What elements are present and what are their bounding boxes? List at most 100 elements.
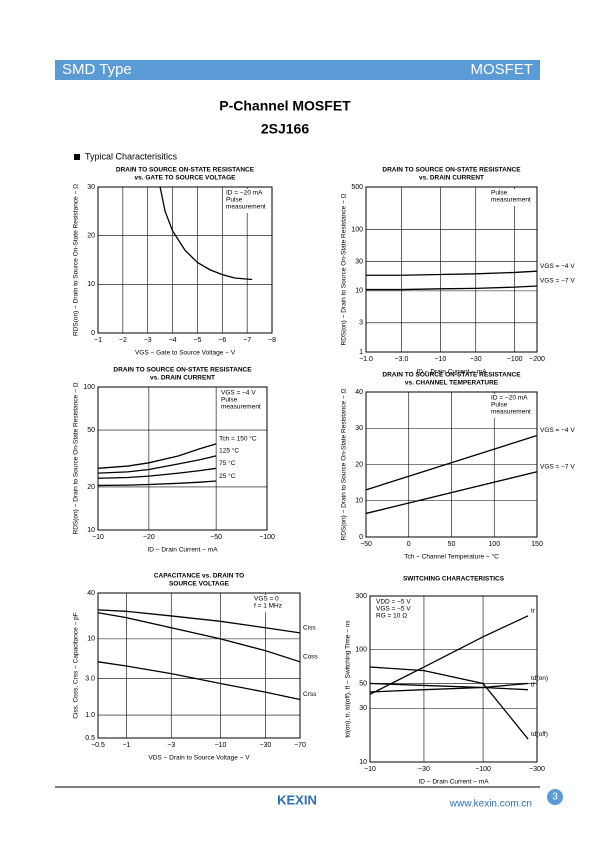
y-tick-label: 50 bbox=[359, 680, 367, 687]
y-tick-label: 30 bbox=[87, 184, 95, 191]
x-tick-label: −10 bbox=[364, 766, 376, 773]
note-box bbox=[489, 394, 533, 418]
series-line bbox=[366, 270, 538, 276]
x-tick-label: −30 bbox=[470, 356, 482, 363]
x-tick-label: −200 bbox=[529, 356, 545, 363]
x-tick-label: 0 bbox=[407, 541, 411, 548]
series-line bbox=[366, 285, 538, 291]
y-tick-label: 3 bbox=[359, 320, 363, 327]
series-label: td(off) bbox=[531, 731, 548, 738]
series-line bbox=[369, 682, 529, 691]
note: VGS = 0 bbox=[254, 596, 279, 603]
footer-logo: KEXIN bbox=[277, 792, 317, 807]
series-line bbox=[97, 609, 301, 634]
x-tick-label: −70 bbox=[294, 742, 306, 749]
y-tick-label: 3.0 bbox=[85, 676, 95, 683]
series-label: 75 °C bbox=[219, 459, 236, 467]
y-tick-label: 500 bbox=[351, 184, 363, 191]
note: Pulse bbox=[491, 402, 508, 409]
x-tick-label: −10 bbox=[434, 356, 446, 363]
header-right: MOSFET bbox=[471, 61, 534, 78]
x-axis-label: VDS − Drain to Source Voltage − V bbox=[148, 755, 250, 762]
note: measurement bbox=[226, 204, 266, 211]
y-tick-label: 300 bbox=[355, 593, 367, 600]
y-tick-label: 10 bbox=[87, 281, 95, 288]
series-line bbox=[159, 186, 253, 281]
note-box bbox=[374, 598, 418, 622]
x-tick-label: −30 bbox=[418, 766, 430, 773]
x-axis-label: ID − Drain Current − mA bbox=[416, 369, 487, 376]
x-tick-label: −20 bbox=[143, 534, 155, 541]
chart-title: DRAIN TO SOURCE ON-STATE RESISTANCE bbox=[382, 372, 521, 379]
note: measurement bbox=[221, 404, 261, 411]
series-line bbox=[369, 666, 529, 740]
note: RG = 10 Ω bbox=[376, 613, 407, 620]
series-line bbox=[97, 661, 301, 701]
series-line bbox=[97, 612, 301, 663]
section-title: Typical Characterisitics bbox=[85, 151, 178, 161]
x-tick-label: 100 bbox=[488, 541, 500, 548]
chart-title: vs. DRAIN CURRENT bbox=[150, 375, 215, 382]
x-tick-label: −5 bbox=[193, 337, 201, 344]
series-label: VGS = −4 V bbox=[540, 263, 575, 270]
y-axis-label: RDS(on) − Drain to Source On-State Resis… bbox=[341, 193, 348, 345]
series-label: Tch = 150 °C bbox=[219, 435, 257, 443]
x-tick-label: −2 bbox=[119, 337, 127, 344]
y-tick-label: 0.5 bbox=[85, 735, 95, 742]
x-tick-label: 50 bbox=[448, 541, 456, 548]
x-tick-label: −300 bbox=[529, 766, 545, 773]
note: Pulse bbox=[491, 190, 508, 197]
x-tick-label: −10 bbox=[215, 742, 227, 749]
series-label: td(on) bbox=[531, 675, 548, 682]
footer-url: www.kexin.com.cn bbox=[449, 799, 532, 810]
chart-title: CAPACITANCE vs. DRAIN TO bbox=[154, 573, 244, 580]
y-tick-label: 10 bbox=[355, 288, 363, 295]
series-line bbox=[365, 471, 538, 515]
chart-title: vs. CHANNEL TEMPERATURE bbox=[405, 380, 499, 387]
page-badge bbox=[547, 789, 563, 805]
note: measurement bbox=[491, 409, 531, 416]
series-line bbox=[365, 434, 538, 491]
header-bar bbox=[55, 60, 540, 80]
y-tick-label: 30 bbox=[355, 425, 363, 432]
y-tick-label: 0 bbox=[91, 330, 95, 337]
y-tick-label: 40 bbox=[87, 590, 95, 597]
y-tick-label: 30 bbox=[355, 259, 363, 266]
x-tick-label: −1 bbox=[122, 742, 130, 749]
y-tick-label: 30 bbox=[359, 705, 367, 712]
x-axis-label: ID − Drain Current − mA bbox=[147, 547, 218, 554]
header-left: SMD Type bbox=[62, 61, 132, 78]
y-tick-label: 10 bbox=[359, 759, 367, 766]
note: ID = −20 mA bbox=[491, 395, 528, 402]
chart-title: DRAIN TO SOURCE ON-STATE RESISTANCE bbox=[113, 367, 252, 374]
x-tick-label: −3 bbox=[167, 742, 175, 749]
x-tick-label: −100 bbox=[259, 534, 275, 541]
x-tick-label: −3.0 bbox=[395, 356, 409, 363]
series-line bbox=[97, 480, 217, 487]
y-tick-label: 1.0 bbox=[85, 712, 95, 719]
series-line bbox=[97, 455, 217, 474]
y-tick-label: 40 bbox=[355, 389, 363, 396]
series-label: VGS = −7 V bbox=[540, 278, 575, 285]
series-label: tf bbox=[531, 681, 535, 688]
y-axis-label: td(on), tr, td(off), tf − Switching Time… bbox=[345, 620, 352, 738]
doc-title: P-Channel MOSFET bbox=[219, 98, 351, 114]
note-box bbox=[489, 189, 533, 206]
y-tick-label: 10 bbox=[355, 498, 363, 505]
series-label: VGS = −7 V bbox=[540, 463, 575, 470]
chart-title: SWITCHING CHARACTERISTICS bbox=[403, 576, 505, 583]
note: VDD = −5 V bbox=[376, 599, 411, 606]
x-tick-label: −0.5 bbox=[91, 742, 105, 749]
x-tick-label: −100 bbox=[475, 766, 491, 773]
x-tick-label: −1.0 bbox=[359, 356, 373, 363]
y-tick-label: 0 bbox=[359, 534, 363, 541]
y-tick-label: 10 bbox=[87, 636, 95, 643]
series-label: 125 °C bbox=[219, 447, 239, 455]
x-tick-label: 150 bbox=[531, 541, 543, 548]
series-label: VGS = −4 V bbox=[540, 427, 575, 434]
note: Pulse bbox=[221, 397, 238, 404]
y-tick-label: 1 bbox=[359, 349, 363, 356]
series-line bbox=[369, 615, 529, 695]
